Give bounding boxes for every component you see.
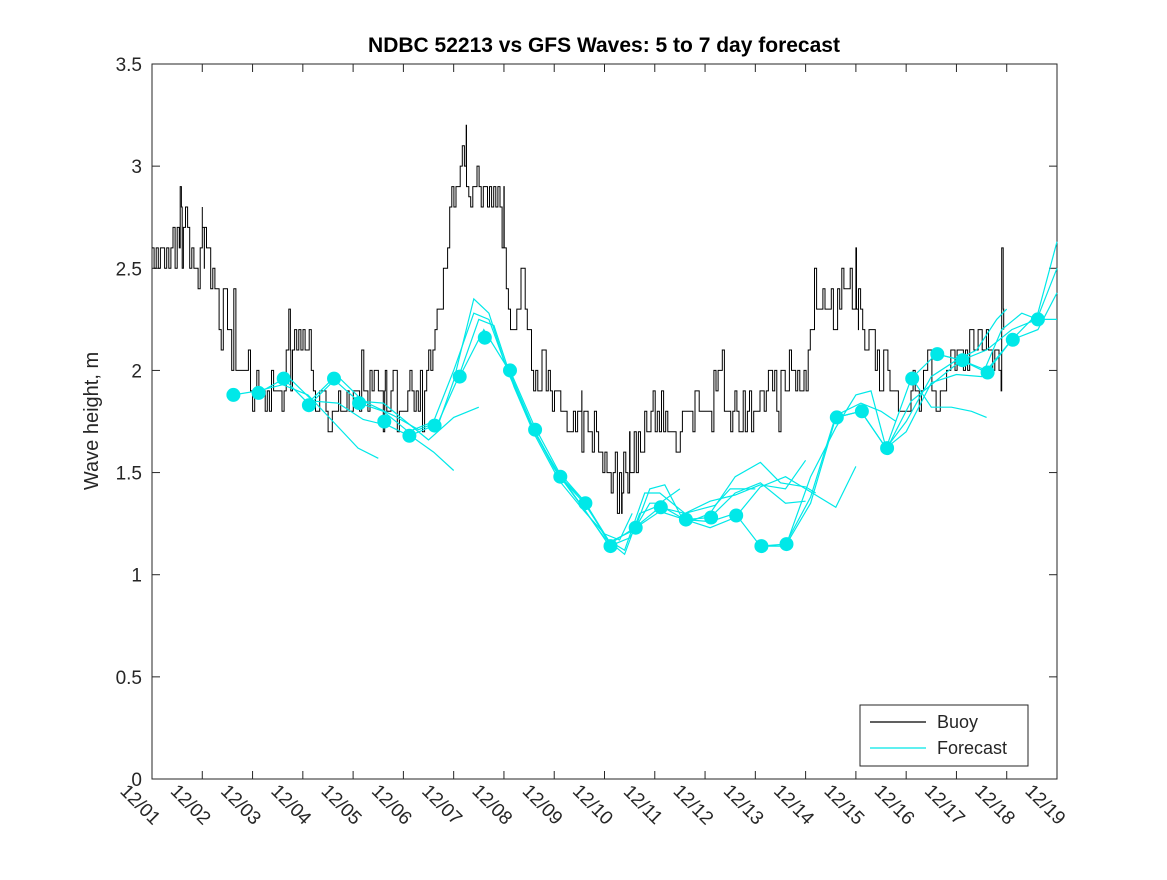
forecast-marker	[779, 537, 794, 552]
forecast-marker	[980, 365, 995, 380]
legend-label-buoy: Buoy	[937, 712, 978, 732]
forecast-marker	[955, 353, 970, 368]
forecast-marker	[1005, 332, 1020, 347]
forecast-marker	[628, 520, 643, 535]
forecast-marker	[402, 428, 417, 443]
y-axis-label: Wave height, m	[81, 352, 103, 490]
y-tick-label: 3	[131, 157, 142, 178]
buoy-series-line	[152, 124, 1005, 514]
forecast-marker	[930, 347, 945, 362]
forecast-marker	[226, 387, 241, 402]
forecast-marker	[603, 539, 618, 554]
forecast-series-line	[459, 328, 806, 556]
y-tick-label: 0	[131, 770, 142, 791]
forecast-marker	[880, 441, 895, 456]
forecast-marker	[905, 371, 920, 386]
forecast-marker	[729, 508, 744, 523]
forecast-series-line	[911, 378, 987, 418]
forecast-series-line	[761, 308, 1008, 547]
forecast-marker	[578, 496, 593, 511]
y-tick-label: 1.5	[116, 464, 142, 485]
y-tick-label: 1	[131, 566, 142, 587]
forecast-marker	[377, 414, 392, 429]
legend: Buoy Forecast	[859, 704, 1029, 767]
forecast-marker	[452, 369, 467, 384]
forecast-series-line	[509, 370, 817, 543]
forecast-marker	[553, 469, 568, 484]
y-tick-label: 2.5	[116, 259, 142, 280]
forecast-marker	[503, 363, 517, 378]
plot-area: 00.511.522.533.512/01 12/02 12/03 12/04 12/0…	[116, 55, 1070, 830]
forecast-marker	[653, 500, 668, 515]
forecast-marker	[352, 396, 367, 411]
forecast-marker	[477, 330, 492, 345]
y-tick-label: 0.5	[116, 668, 142, 689]
y-tick-label: 3.5	[116, 55, 142, 76]
forecast-marker	[854, 404, 869, 419]
chart-title: NDBC 52213 vs GFS Waves: 5 to 7 day fore…	[368, 34, 840, 57]
forecast-marker	[678, 512, 693, 527]
forecast-series-line	[685, 402, 897, 547]
forecast-series-line	[283, 377, 480, 441]
forecast-series-line	[635, 466, 857, 529]
legend-label-forecast: Forecast	[937, 738, 1007, 758]
forecast-marker	[528, 422, 543, 437]
forecast-marker	[327, 371, 341, 386]
y-tick-label: 2	[131, 361, 142, 382]
forecast-marker	[427, 418, 442, 433]
forecast-marker	[276, 371, 291, 386]
legend-box	[859, 704, 1029, 767]
forecast-marker	[301, 398, 316, 413]
forecast-marker	[704, 510, 719, 525]
forecast-series-line	[308, 318, 633, 541]
forecast-marker	[754, 539, 769, 554]
forecast-marker	[829, 410, 844, 425]
forecast-marker	[1030, 312, 1045, 327]
forecast-series-line	[258, 375, 455, 471]
forecast-marker	[251, 385, 266, 400]
